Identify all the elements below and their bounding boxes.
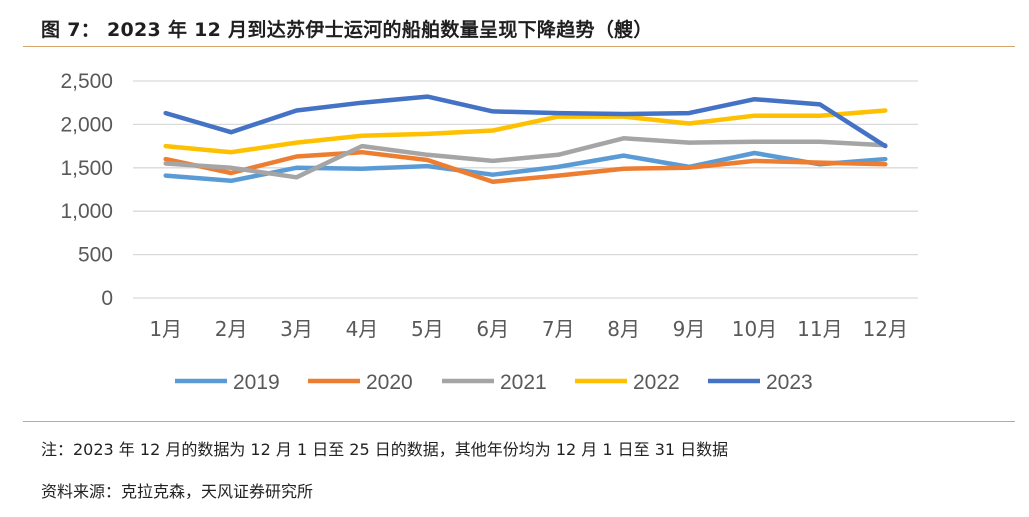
- series-line-2023: [163, 94, 888, 149]
- legend-item: 2020: [308, 371, 413, 394]
- title-divider: [23, 46, 1015, 47]
- y-tick-label: 2,500: [60, 70, 113, 93]
- x-tick-label: 7月: [542, 317, 575, 341]
- x-tick-label: 4月: [346, 317, 379, 341]
- x-tick-label: 2月: [215, 317, 248, 341]
- y-tick-label: 0: [101, 287, 113, 310]
- y-tick-label: 2,000: [60, 113, 113, 136]
- series-line-2020: [163, 149, 888, 184]
- x-tick-label: 8月: [607, 317, 640, 341]
- figure-title: 图 7： 2023 年 12 月到达苏伊士运河的船舶数量呈现下降趋势（艘）: [41, 19, 653, 41]
- footnote: 注：2023 年 12 月的数据为 12 月 1 日至 25 日的数据，其他年份…: [41, 440, 729, 459]
- y-tick-label: 500: [78, 244, 113, 267]
- series-lines: [163, 94, 888, 184]
- source-note: 资料来源：克拉克森，天风证券研究所: [41, 482, 314, 501]
- x-axis-ticks: 1月 2月 3月 4月 5月 6月 7月 8月 9月 10月 11月 12月: [149, 317, 908, 341]
- series-line-2021: [163, 136, 888, 180]
- notes-divider: [23, 421, 1015, 422]
- y-tick-label: 1,000: [60, 200, 113, 223]
- series-line-2022: [163, 108, 888, 155]
- legend-label: 2023: [766, 371, 813, 394]
- series-line-2019: [163, 150, 888, 184]
- legend-item: 2021: [442, 371, 547, 394]
- x-tick-label: 5月: [411, 317, 444, 341]
- legend-label: 2022: [633, 371, 680, 394]
- x-tick-label: 1月: [149, 317, 182, 341]
- x-tick-label: 10月: [732, 317, 777, 341]
- x-tick-label: 11月: [797, 317, 842, 341]
- x-tick-label: 6月: [476, 317, 509, 341]
- y-axis-ticks: 0 500 1,000 1,500 2,000 2,500: [60, 70, 113, 310]
- legend-item: 2019: [175, 371, 280, 394]
- legend: 2019 2020 2021 2022 2023: [175, 371, 813, 394]
- y-tick-label: 1,500: [60, 157, 113, 180]
- legend-label: 2021: [500, 371, 547, 394]
- legend-item: 2023: [708, 371, 813, 394]
- legend-item: 2022: [575, 371, 680, 394]
- x-tick-label: 3月: [280, 317, 313, 341]
- legend-label: 2020: [366, 371, 413, 394]
- x-tick-label: 9月: [673, 317, 706, 341]
- x-tick-label: 12月: [863, 317, 908, 341]
- legend-label: 2019: [233, 371, 280, 394]
